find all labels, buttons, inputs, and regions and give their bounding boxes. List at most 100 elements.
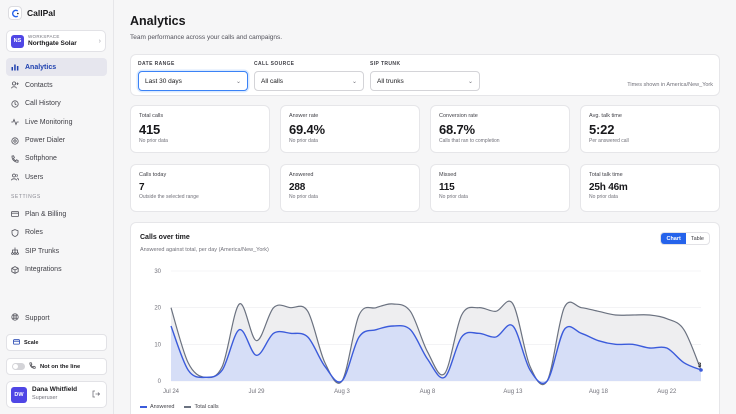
- sidebar-item-label: SIP Trunks: [25, 247, 60, 255]
- sidebar-item-power-dialer[interactable]: Power Dialer: [6, 132, 107, 150]
- sidebar-item-label: Analytics: [25, 63, 57, 71]
- chevron-down-icon: ⌄: [351, 78, 357, 85]
- stat-sub: No prior data: [589, 194, 618, 200]
- legend-label: Total calls: [194, 404, 219, 410]
- sidebar-nav: Analytics Contacts Call History Live Mon…: [6, 58, 107, 279]
- workspace-badge: NS: [11, 34, 24, 48]
- stat-value: 288: [289, 182, 306, 193]
- chart-subtitle: Answered against total, per day (America…: [140, 247, 269, 253]
- legend-answered[interactable]: Answered: [140, 404, 174, 410]
- y-tick-label: 0: [158, 379, 162, 385]
- sidebar-item-label: Roles: [25, 229, 43, 237]
- sidebar: CallPal NS WORKSPACE Northgate Solar › A…: [0, 0, 114, 414]
- chevron-right-icon: ›: [98, 37, 101, 45]
- filter-label: SIP TRUNK: [370, 61, 401, 67]
- calls-over-time-card: Calls over time Answered against total, …: [130, 222, 720, 414]
- sidebar-item-users[interactable]: Users: [6, 168, 107, 186]
- stat-card-conversion-rate: Conversion rate 68.7% Calls that ran to …: [430, 105, 570, 153]
- end-value-label: 3: [698, 363, 702, 369]
- brand[interactable]: CallPal: [8, 6, 55, 20]
- stat-sub: Outside the selected range: [139, 194, 199, 200]
- sidebar-item-live-monitoring[interactable]: Live Monitoring: [6, 113, 107, 131]
- x-tick-label: Aug 22: [657, 389, 677, 395]
- stat-value: 115: [439, 182, 455, 193]
- logout-icon[interactable]: [92, 390, 101, 400]
- select-value: All calls: [261, 77, 284, 85]
- answered-end-point: [699, 368, 703, 372]
- sidebar-item-label: Power Dialer: [25, 137, 66, 145]
- sidebar-item-label: Call History: [25, 100, 61, 108]
- chart-view-toggle: Chart Table: [660, 232, 710, 245]
- sidebar-item-sip-trunks[interactable]: SIP Trunks: [6, 242, 107, 260]
- stat-card-total-calls: Total calls 415 No prior data: [130, 105, 270, 153]
- line-status-toggle[interactable]: [12, 363, 25, 370]
- sidebar-item-analytics[interactable]: Analytics: [6, 58, 107, 76]
- x-tick-label: Aug 18: [589, 389, 609, 395]
- chart-legend: Answered Total calls: [140, 404, 219, 410]
- support-link[interactable]: Support: [11, 313, 50, 323]
- sidebar-item-label: Contacts: [25, 81, 53, 89]
- settings-section-label: SETTINGS: [11, 194, 41, 201]
- legend-swatch: [184, 406, 192, 408]
- stat-card-answer-rate: Answer rate 69.4% No prior data: [280, 105, 420, 153]
- stat-value: 25h 46m: [589, 182, 628, 193]
- y-tick-label: 30: [154, 269, 161, 275]
- credit-card-icon: [11, 210, 19, 218]
- page-title: Analytics: [130, 14, 186, 28]
- workspace-name: Northgate Solar: [28, 39, 77, 47]
- sip-trunk-select[interactable]: All trunks ⌄: [370, 71, 480, 91]
- date-range-select[interactable]: Last 30 days ⌄: [138, 71, 248, 91]
- stat-card-missed: Missed 115 No prior data: [430, 164, 570, 212]
- sidebar-item-label: Users: [25, 173, 44, 181]
- x-tick-label: Aug 13: [503, 389, 523, 395]
- x-tick-label: Jul 29: [248, 389, 265, 395]
- stat-label: Total calls: [139, 113, 164, 119]
- stat-card-answered: Answered 288 No prior data: [280, 164, 420, 212]
- phone-icon: [11, 155, 19, 163]
- sidebar-item-roles[interactable]: Roles: [6, 224, 107, 242]
- user-profile[interactable]: DW Dana Whitfield Superuser: [6, 381, 107, 408]
- support-label: Support: [25, 314, 50, 322]
- plan-badge[interactable]: Scale: [6, 334, 107, 351]
- filter-bar: DATE RANGE Last 30 days ⌄ CALL SOURCE Al…: [130, 54, 720, 96]
- cube-icon: [11, 265, 19, 274]
- chart-view-button[interactable]: Chart: [661, 233, 686, 244]
- y-tick-label: 10: [154, 342, 161, 348]
- users-icon: [11, 173, 19, 181]
- stat-sub: No prior data: [139, 138, 168, 144]
- calls-over-time-chart[interactable]: 0 10 20 30 3 Jul 24 Jul 29 Aug 3 Aug 8 Aug 13 Aug …: [131, 263, 721, 403]
- stat-card-calls-today: Calls today 7 Outside the selected range: [130, 164, 270, 212]
- table-view-button[interactable]: Table: [690, 235, 704, 242]
- line-status[interactable]: Not on the line: [6, 358, 107, 375]
- workspace-switcher[interactable]: NS WORKSPACE Northgate Solar ›: [6, 30, 106, 52]
- sidebar-item-integrations[interactable]: Integrations: [6, 261, 107, 279]
- stat-card-total-talk-time: Total talk time 25h 46m No prior data: [580, 164, 720, 212]
- stat-sub: Calls that ran to completion: [439, 138, 500, 144]
- sidebar-item-call-history[interactable]: Call History: [6, 95, 107, 113]
- answered-area: [171, 324, 701, 384]
- sidebar-item-label: Integrations: [25, 266, 62, 274]
- stat-sub: No prior data: [289, 194, 318, 200]
- y-tick-label: 20: [154, 306, 161, 312]
- plan-name: Scale: [24, 339, 39, 346]
- history-icon: [11, 100, 19, 108]
- call-source-filter: CALL SOURCE All calls ⌄: [254, 61, 364, 91]
- shield-icon: [11, 228, 19, 237]
- sidebar-item-softphone[interactable]: Softphone: [6, 150, 107, 168]
- x-tick-label: Aug 8: [420, 389, 436, 395]
- select-value: All trunks: [377, 77, 404, 85]
- user-plus-icon: [11, 81, 19, 89]
- stat-value: 5:22: [589, 122, 615, 137]
- sidebar-item-contacts[interactable]: Contacts: [6, 76, 107, 94]
- phone-icon: [29, 362, 36, 371]
- dialer-icon: [11, 136, 19, 145]
- legend-swatch: [140, 406, 147, 408]
- call-source-select[interactable]: All calls ⌄: [254, 71, 364, 91]
- lifebuoy-icon: [11, 313, 19, 323]
- sidebar-item-plan-billing[interactable]: Plan & Billing: [6, 205, 107, 223]
- legend-total[interactable]: Total calls: [184, 404, 219, 410]
- stat-sub: No prior data: [289, 138, 318, 144]
- stat-label: Avg. talk time: [589, 113, 622, 119]
- sidebar-item-label: Softphone: [25, 155, 57, 163]
- workspace-label: WORKSPACE: [28, 33, 60, 39]
